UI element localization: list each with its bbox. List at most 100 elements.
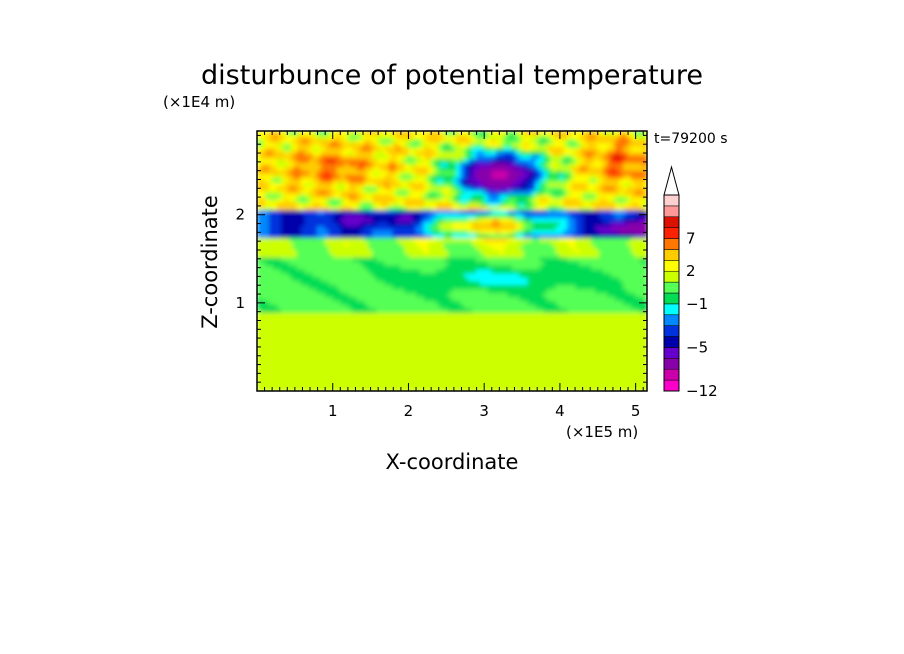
field-cell <box>292 154 298 160</box>
field-cell <box>511 170 517 175</box>
field-cell <box>507 284 513 290</box>
field-cell <box>471 257 477 262</box>
field-cell <box>455 245 461 250</box>
field-cell <box>352 375 358 380</box>
field-cell <box>324 272 330 278</box>
field-cell <box>523 194 529 199</box>
field-cell <box>432 154 437 160</box>
field-cell <box>260 158 266 164</box>
field-cell <box>475 312 481 317</box>
field-cell <box>316 339 322 345</box>
field-cell <box>316 237 322 242</box>
field-cell <box>412 304 417 309</box>
field-cell <box>257 170 262 175</box>
field-cell <box>483 264 489 270</box>
field-cell <box>463 142 469 148</box>
field-cell <box>527 343 533 349</box>
field-cell <box>392 178 397 183</box>
field-cell <box>300 178 306 183</box>
field-cell <box>467 221 473 227</box>
field-cell <box>308 138 314 144</box>
field-cell <box>268 379 274 384</box>
field-cell <box>396 355 401 361</box>
field-cell <box>479 324 485 329</box>
field-cell <box>304 347 310 353</box>
field-cell <box>320 138 326 144</box>
field-cell <box>372 347 377 353</box>
field-cell <box>479 158 485 164</box>
field-cell <box>324 142 330 148</box>
field-cell <box>551 170 557 175</box>
field-cell <box>511 182 517 187</box>
field-cell <box>471 213 477 219</box>
field-cell <box>448 284 453 290</box>
field-cell <box>495 154 501 160</box>
field-cell <box>495 304 501 309</box>
field-cell <box>316 146 322 152</box>
field-cell <box>408 138 413 144</box>
field-cell <box>336 296 342 301</box>
field-cell <box>292 288 298 294</box>
field-cell <box>332 190 338 195</box>
field-cell <box>471 387 477 391</box>
field-cell <box>455 142 461 148</box>
field-cell <box>412 331 417 337</box>
field-cell <box>312 343 318 349</box>
field-cell <box>332 363 338 368</box>
field-cell <box>499 316 505 321</box>
field-cell <box>479 146 485 152</box>
field-cell <box>376 146 381 152</box>
field-cell <box>452 379 457 384</box>
field-cell <box>444 174 449 179</box>
field-cell <box>503 138 509 144</box>
field-cell <box>257 296 262 301</box>
field-cell <box>272 213 278 219</box>
field-cell <box>276 383 282 388</box>
field-cell <box>535 253 541 258</box>
field-cell <box>336 363 342 368</box>
field-cell <box>467 162 473 168</box>
field-cell <box>475 178 481 183</box>
field-cell <box>364 257 370 262</box>
field-cell <box>264 331 270 337</box>
field-cell <box>332 221 338 227</box>
field-cell <box>416 142 421 148</box>
field-cell <box>396 162 401 168</box>
field-cell <box>312 225 318 231</box>
field-cell <box>336 280 342 286</box>
field-cell <box>292 300 298 305</box>
field-cell <box>304 197 310 203</box>
field-cell <box>507 154 513 160</box>
field-cell <box>292 347 298 353</box>
field-cell <box>444 343 449 349</box>
field-cell <box>284 280 290 286</box>
field-cell <box>396 213 401 219</box>
field-cell <box>292 221 298 227</box>
field-cell <box>475 272 481 278</box>
field-cell <box>404 296 409 301</box>
field-cell <box>483 178 489 183</box>
field-cell <box>388 355 393 361</box>
field-cell <box>364 158 370 164</box>
field-cell <box>264 205 270 211</box>
field-cell <box>268 166 274 171</box>
field-cell <box>344 138 350 144</box>
field-cell <box>495 375 501 380</box>
field-cell <box>276 162 282 168</box>
field-cell <box>523 324 529 329</box>
field-cell <box>280 186 286 191</box>
field-cell <box>408 194 413 199</box>
field-cell <box>436 284 441 290</box>
field-cell <box>535 359 541 365</box>
field-cell <box>340 312 346 317</box>
field-cell <box>332 257 338 262</box>
field-cell <box>471 375 477 380</box>
field-cell <box>444 142 449 148</box>
field-cell <box>511 324 517 329</box>
field-cell <box>284 288 290 294</box>
field-cell <box>420 375 425 380</box>
field-cell <box>527 229 533 235</box>
field-cell <box>448 288 453 294</box>
field-cell <box>376 264 381 270</box>
field-cell <box>360 225 366 231</box>
